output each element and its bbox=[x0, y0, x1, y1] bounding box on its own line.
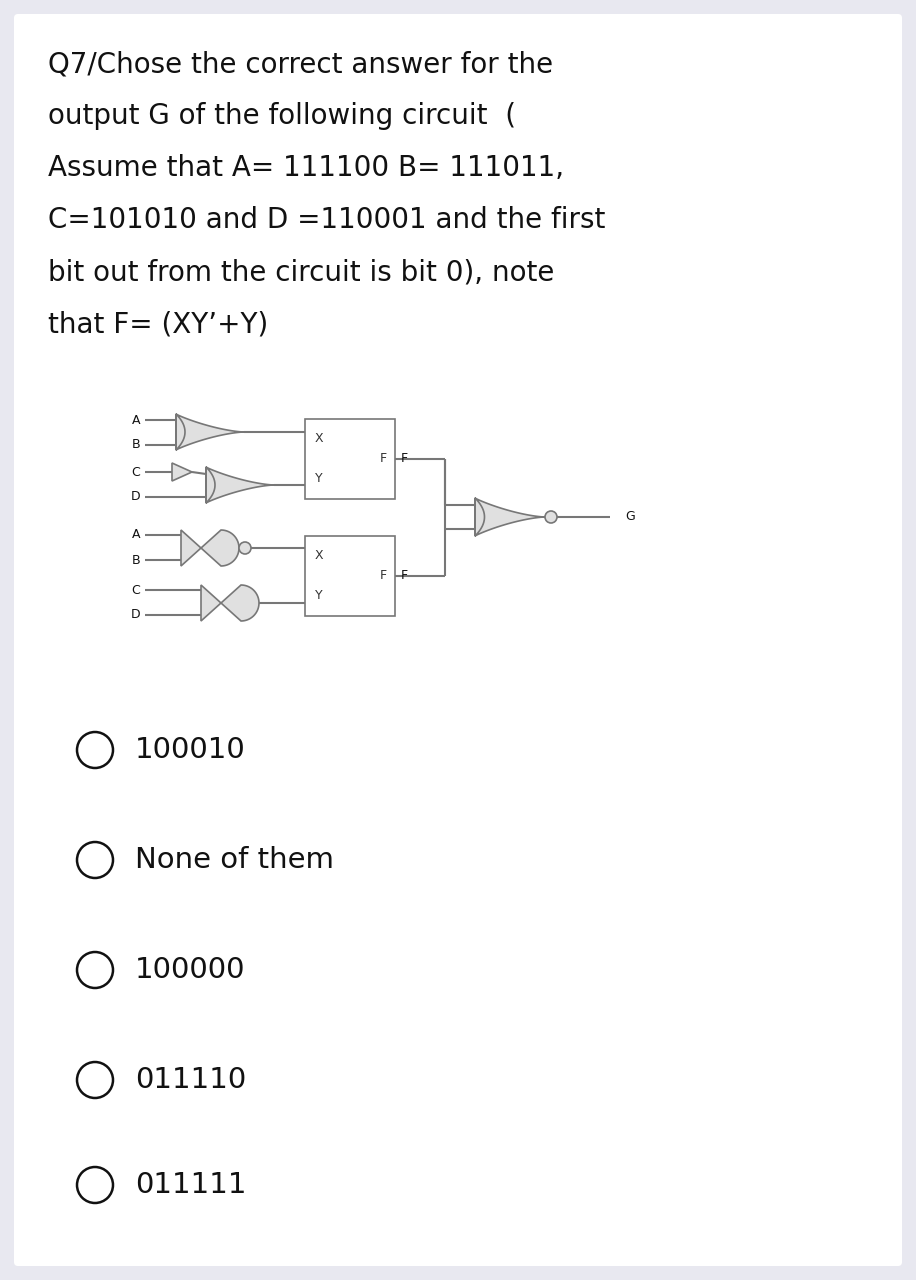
Text: 100010: 100010 bbox=[135, 736, 245, 764]
Bar bbox=[305, 419, 395, 498]
Circle shape bbox=[77, 842, 113, 878]
Text: Assume that A= 111100 B= 111011,: Assume that A= 111100 B= 111011, bbox=[48, 154, 564, 182]
Circle shape bbox=[545, 511, 557, 524]
Circle shape bbox=[239, 541, 251, 554]
Text: C: C bbox=[131, 466, 140, 479]
Text: 011111: 011111 bbox=[135, 1171, 246, 1199]
Text: None of them: None of them bbox=[135, 846, 334, 874]
Text: Q7/Chose the correct answer for the: Q7/Chose the correct answer for the bbox=[48, 50, 553, 78]
Text: X: X bbox=[315, 549, 323, 562]
Text: B: B bbox=[131, 439, 140, 452]
Text: output G of the following circuit  (: output G of the following circuit ( bbox=[48, 102, 516, 131]
Text: Y: Y bbox=[315, 472, 322, 485]
Text: Y: Y bbox=[315, 589, 322, 602]
Text: F: F bbox=[401, 452, 409, 465]
Text: F: F bbox=[380, 570, 387, 582]
Text: bit out from the circuit is bit 0), note: bit out from the circuit is bit 0), note bbox=[48, 259, 554, 285]
Text: X: X bbox=[315, 431, 323, 445]
Text: C=101010 and D =110001 and the first: C=101010 and D =110001 and the first bbox=[48, 206, 605, 234]
Circle shape bbox=[77, 1167, 113, 1203]
Text: F: F bbox=[380, 452, 387, 465]
Text: F: F bbox=[401, 570, 409, 582]
Circle shape bbox=[77, 732, 113, 768]
Text: 011110: 011110 bbox=[135, 1066, 246, 1094]
Text: A: A bbox=[132, 413, 140, 426]
Text: C: C bbox=[131, 584, 140, 596]
Polygon shape bbox=[181, 530, 239, 566]
FancyBboxPatch shape bbox=[14, 14, 902, 1266]
Text: D: D bbox=[130, 608, 140, 622]
Polygon shape bbox=[201, 585, 259, 621]
Bar bbox=[305, 535, 395, 616]
Text: A: A bbox=[132, 529, 140, 541]
Text: 100000: 100000 bbox=[135, 956, 245, 984]
Circle shape bbox=[77, 1062, 113, 1098]
Text: D: D bbox=[130, 490, 140, 503]
Text: G: G bbox=[625, 511, 635, 524]
Polygon shape bbox=[206, 467, 274, 503]
Polygon shape bbox=[475, 498, 545, 536]
Text: that F= (XY’+Y): that F= (XY’+Y) bbox=[48, 310, 268, 338]
Polygon shape bbox=[176, 413, 244, 451]
Text: B: B bbox=[131, 553, 140, 567]
Circle shape bbox=[77, 952, 113, 988]
Polygon shape bbox=[172, 463, 192, 481]
